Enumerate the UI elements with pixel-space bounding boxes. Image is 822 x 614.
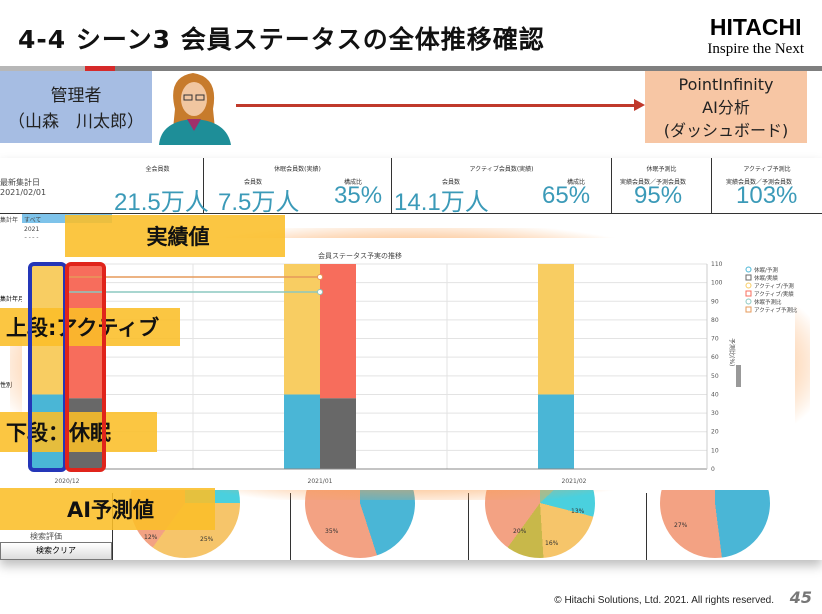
legend-item: 休眠/実績: [754, 274, 778, 282]
hitachi-logo: HITACHI Inspire the Next: [707, 14, 804, 58]
gender-filter-label: 性別: [0, 382, 13, 389]
slide-title: 4-4 シーン3 会員ステータスの全体推移確認: [18, 25, 545, 54]
x-tick-label: 2020/12: [55, 478, 80, 485]
legend-item: 休眠予測比: [754, 298, 782, 306]
pointinfinity-box: PointInfinity AI分析 (ダッシュボード): [645, 71, 807, 143]
bar-休眠/実績: [320, 398, 356, 469]
flow-arrow: [236, 104, 636, 107]
bar-休眠/予測: [284, 394, 320, 469]
status-chart: 会員ステータス予実の推移 0 10 20 30 40 50 60 70 80 90 100 110 20…: [30, 251, 798, 485]
latest-date: 最新集計日 2021/02/01: [0, 178, 47, 197]
y-tick-label: 70: [711, 336, 719, 343]
y-tick-label: 50: [711, 373, 719, 380]
kpi-dormant-ratio: 休眠予測比 実績会員数／予測会員数 95%: [612, 158, 712, 213]
y-tick-label: 100: [711, 280, 723, 287]
bar-アクティブ/予測: [284, 264, 320, 395]
legend-swatch: [745, 274, 752, 281]
bar-休眠/予測: [538, 394, 574, 469]
chart-title: 会員ステータス予実の推移: [318, 251, 402, 260]
panel-toggle-handle[interactable]: [736, 365, 741, 387]
copyright: © Hitachi Solutions, Ltd. 2021. All righ…: [554, 595, 774, 606]
y-tick-label: 80: [711, 317, 719, 324]
logo-tagline: Inspire the Next: [707, 41, 804, 57]
legend-swatch: [745, 290, 752, 297]
x-tick-label: 2021/01: [308, 478, 333, 485]
y-tick-label: 40: [711, 391, 719, 398]
y-tick-label: 30: [711, 410, 719, 417]
bar-アクティブ/実績: [320, 264, 356, 399]
system-name: PointInfinity: [678, 75, 774, 94]
actual-bar-highlight: [65, 262, 106, 472]
page-number: 45: [789, 588, 812, 607]
arrowhead-icon: [634, 99, 645, 111]
y-tick-label: 10: [711, 447, 719, 454]
kpi-dormant: 休眠会員数(実績) 会員数 構成比 7.5万人 35%: [204, 158, 392, 216]
callout-ai-predicted: AI予測値: [0, 488, 215, 530]
person-illustration-icon: [159, 73, 231, 145]
callout-actual: 実績値: [65, 215, 285, 257]
legend-swatch: [745, 282, 752, 289]
legend-swatch: [745, 306, 752, 313]
legend-swatch: [745, 266, 752, 273]
search-clear-button[interactable]: 検索クリア: [0, 542, 112, 560]
predicted-bar-highlight: [28, 262, 67, 472]
progress-divider: [0, 66, 822, 71]
kpi-active-ratio: アクティブ予測比 実績会員数／予測会員数 103%: [726, 166, 798, 209]
callout-lower-dormant: 下段：休眠: [0, 412, 157, 452]
y-tick-label: 110: [711, 261, 723, 268]
kpi-active: アクティブ会員数(実績) 会員数 構成比 14.1万人 65%: [392, 158, 612, 216]
admin-box: 管理者 （山森 川太郎）: [0, 71, 152, 143]
bar-アクティブ/予測: [538, 264, 574, 395]
legend-item: アクティブ/実績: [754, 290, 794, 298]
admin-name: （山森 川太郎）: [8, 112, 144, 132]
y-tick-label: 0: [711, 466, 715, 473]
kpi-total: 全会員数 21.5万人: [112, 158, 209, 216]
y-tick-label: 20: [711, 429, 719, 436]
logo-brand: HITACHI: [709, 14, 802, 40]
search-label: 検索評価: [30, 532, 62, 541]
chart-panel: 会員ステータス予実の推移 0 10 20 30 40 50 60 70 80 90 100 110 20…: [22, 238, 798, 490]
x-tick-label: 2021/02: [562, 478, 587, 485]
point-休眠予測比: [317, 288, 323, 295]
point-アクティブ予測比: [317, 274, 323, 281]
system-subtitle: (ダッシュボード): [663, 121, 789, 140]
y-tick-label: 60: [711, 354, 719, 361]
y-axis-label: 予測比(%): [728, 338, 736, 366]
legend-item: アクティブ/予測: [754, 282, 794, 290]
system-function: AI分析: [702, 98, 750, 117]
legend-swatch: [745, 298, 752, 305]
filter-option-all[interactable]: すべて: [24, 217, 42, 224]
legend-item: アクティブ予測比: [754, 306, 798, 314]
admin-role: 管理者: [50, 86, 102, 106]
legend-item: 休眠/予測: [754, 266, 778, 274]
y-tick-label: 90: [711, 298, 719, 305]
